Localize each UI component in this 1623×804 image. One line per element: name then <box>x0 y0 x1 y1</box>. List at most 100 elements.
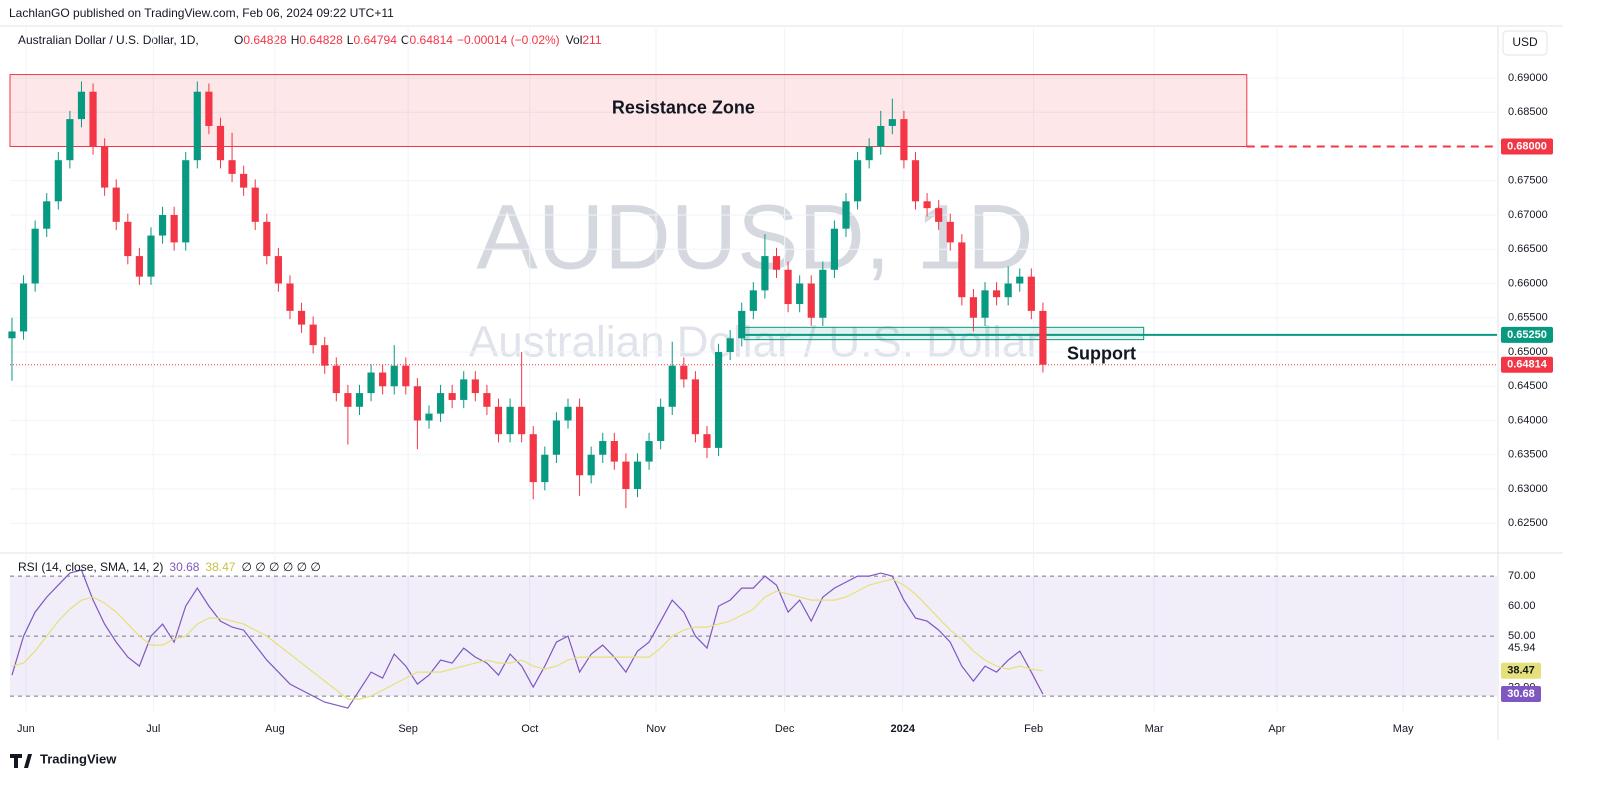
candle-body <box>367 372 375 394</box>
candle-body <box>251 187 259 222</box>
y-tick-label: 0.64500 <box>1508 380 1548 392</box>
x-tick-label: Oct <box>521 723 538 735</box>
volume-label: Vol <box>566 33 583 47</box>
candle-body <box>981 290 989 318</box>
candle-body <box>900 119 908 161</box>
candle-body <box>877 125 885 147</box>
publish-line: LachlanGO published on TradingView.com, … <box>9 6 394 20</box>
candle-body <box>471 379 479 394</box>
y-tick-label: 0.66500 <box>1508 243 1548 255</box>
level-badge-label: 0.68000 <box>1507 140 1547 152</box>
brand-logo <box>10 754 32 768</box>
zone <box>9 74 1248 147</box>
y-tick-label: 0.65000 <box>1508 346 1548 358</box>
candle-body <box>216 125 225 161</box>
candle-body <box>830 228 839 270</box>
candle-body <box>193 91 201 161</box>
level-badge <box>1501 138 1553 155</box>
candle-body <box>436 393 445 414</box>
candle-body <box>610 441 618 462</box>
candle-body <box>390 365 398 387</box>
zone <box>743 326 1145 341</box>
candle-body <box>170 214 178 243</box>
candle-body <box>205 91 213 126</box>
candle-body <box>31 228 39 284</box>
last-price-label: 0.64814 <box>1507 359 1548 371</box>
rsi-legend-value: 30.68 <box>169 560 199 574</box>
rsi-badge-label: 30.68 <box>1507 688 1535 700</box>
y-tick-label: 0.67500 <box>1508 175 1548 187</box>
ohlc-label: H <box>291 33 300 47</box>
level-badge <box>1501 326 1553 343</box>
candle-body <box>66 119 74 161</box>
y-tick-label: 0.69000 <box>1508 72 1548 84</box>
candle-body <box>379 372 387 387</box>
candle-body <box>784 269 792 305</box>
x-tick-label: Nov <box>646 723 666 735</box>
x-tick-label: Apr <box>1268 723 1285 735</box>
candle-body <box>935 208 943 222</box>
candle-body <box>633 461 642 489</box>
candle-body <box>483 393 491 407</box>
y-tick-label: 0.63500 <box>1508 449 1548 461</box>
rsi-badge-label: 38.47 <box>1507 665 1535 677</box>
candle-body <box>494 406 503 435</box>
candle-body <box>182 160 190 243</box>
candle-body <box>89 91 97 147</box>
rsi-marker-label: 45.94 <box>1508 642 1536 654</box>
y-tick-label: 0.67000 <box>1508 209 1548 221</box>
ohlc-value: 0.64814 <box>410 33 454 47</box>
rsi-legend-value: 38.47 <box>205 560 235 574</box>
candle-body <box>274 256 282 284</box>
candle-body <box>124 221 132 257</box>
candle-body <box>969 297 978 318</box>
candle-body <box>668 365 676 407</box>
currency[interactable]: USD <box>1512 35 1538 49</box>
candle-body <box>112 187 120 222</box>
ohlc-label: O <box>234 33 243 47</box>
candle-body <box>946 221 954 243</box>
candle-body <box>853 160 862 202</box>
candle-body <box>888 119 896 126</box>
rsi-legend: RSI (14, close, SMA, 14, 2) <box>18 560 163 574</box>
candle-body <box>286 283 294 311</box>
watermark: AUDUSD, 1D <box>476 186 1033 288</box>
candle-body <box>738 310 746 339</box>
volume: 211 <box>582 33 601 47</box>
candle-body <box>564 406 572 421</box>
rsi-tick-label: 50.00 <box>1508 630 1536 642</box>
y-tick-label: 0.64000 <box>1508 414 1548 426</box>
candle-body <box>587 454 595 476</box>
currency-button[interactable] <box>1502 30 1548 56</box>
rsi-badge <box>1501 662 1541 679</box>
change: −0.00014 (−0.02%) <box>457 33 560 47</box>
candle-body <box>19 283 28 332</box>
candle-body <box>8 331 16 339</box>
candle-body <box>1027 276 1035 311</box>
x-tick-label: Aug <box>265 723 285 735</box>
candle-body <box>552 420 560 455</box>
ohlc-value: 0.64828 <box>299 33 343 47</box>
candle-body <box>321 345 329 366</box>
candle-body <box>657 406 665 442</box>
x-tick-label: Mar <box>1145 723 1164 735</box>
ohlc-value: 0.64794 <box>353 33 397 47</box>
candle-body <box>228 160 236 174</box>
watermark-subtitle: Australian Dollar / U.S. Dollar <box>469 318 1041 367</box>
zone-label: Resistance Zone <box>612 97 755 117</box>
candle-body <box>344 393 352 407</box>
candle-body <box>425 413 433 421</box>
x-tick-label: Jul <box>146 723 160 735</box>
candle-body <box>541 454 549 483</box>
candle-body <box>158 214 167 236</box>
candle-body <box>691 379 699 435</box>
rsi-band <box>10 576 1497 697</box>
candle-body <box>726 338 734 352</box>
candle-body <box>529 434 537 483</box>
candle-body <box>714 351 723 448</box>
candle-body <box>807 283 815 318</box>
candle-body <box>402 365 410 387</box>
candle-body <box>147 235 155 277</box>
